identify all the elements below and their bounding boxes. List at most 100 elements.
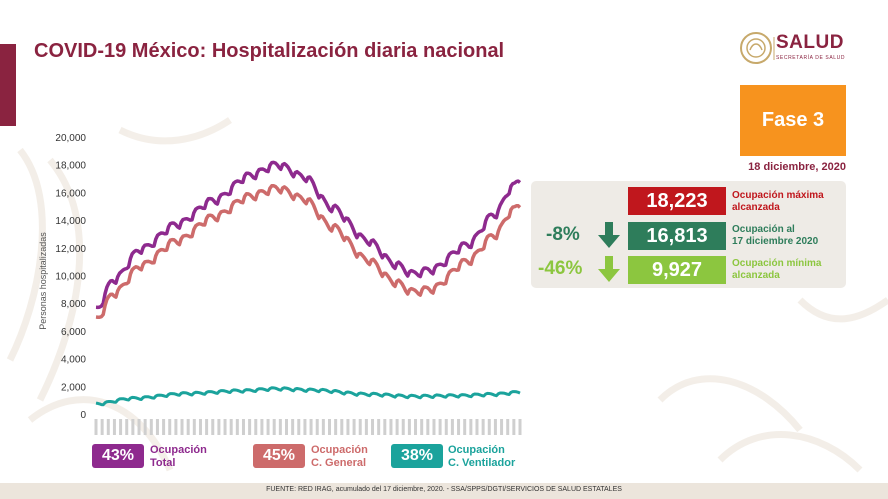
x-tick-label	[414, 419, 418, 435]
x-tick-label	[284, 419, 288, 435]
x-tick-label	[407, 419, 411, 435]
x-tick-label	[291, 419, 295, 435]
x-tick-label	[143, 419, 147, 435]
accent-bar	[0, 44, 16, 126]
x-tick-label	[493, 419, 497, 435]
x-tick-label	[438, 419, 442, 435]
series-line-ventilator	[95, 386, 521, 407]
x-tick-label	[475, 419, 479, 435]
x-tick-label	[100, 419, 104, 435]
min-occupancy-value: 9,927	[628, 256, 726, 284]
y-tick-label: 10,000	[55, 272, 86, 283]
x-tick-label	[229, 419, 233, 435]
x-tick-label	[112, 419, 116, 435]
x-tick-label	[217, 419, 221, 435]
current-occupancy-label-line1: Ocupación al	[732, 224, 795, 235]
x-tick-label	[272, 419, 276, 435]
legend-ventilator-label: Ocupación C. Ventilador	[448, 444, 515, 470]
y-tick-label: 12,000	[55, 244, 86, 255]
legend-ventilator-label-line1: Ocupación	[448, 444, 505, 456]
logo-word: SALUD	[776, 32, 844, 53]
legend-general-pct: 45%	[253, 444, 305, 468]
y-tick-label: 2,000	[61, 382, 86, 393]
y-tick-label: 6,000	[61, 327, 86, 338]
x-tick-label	[223, 419, 227, 435]
x-tick-label	[168, 419, 172, 435]
x-tick-label	[487, 419, 491, 435]
x-tick-label	[383, 419, 387, 435]
x-tick-label	[506, 419, 510, 435]
x-tick-label	[94, 419, 98, 435]
max-occupancy-label: Ocupación máxima alcanzada	[732, 190, 824, 214]
x-tick-label	[469, 419, 473, 435]
x-tick-label	[278, 419, 282, 435]
x-tick-label	[432, 419, 436, 435]
y-tick-label: 18,000	[55, 161, 86, 172]
current-change-pct: -8%	[546, 224, 580, 245]
x-tick-label	[371, 419, 375, 435]
x-tick-label	[186, 419, 190, 435]
x-tick-label	[444, 419, 448, 435]
min-occupancy-label-line2: alcanzada	[732, 270, 780, 281]
x-tick-label	[254, 419, 258, 435]
legend-general-label-line2: C. General	[311, 457, 367, 469]
x-tick-label	[192, 419, 196, 435]
x-tick-label	[149, 419, 153, 435]
legend-general-label-line1: Ocupación	[311, 444, 368, 456]
x-tick-label	[457, 419, 461, 435]
x-tick-label	[352, 419, 356, 435]
current-occupancy-value: 16,813	[628, 222, 726, 250]
y-tick-label: 0	[80, 410, 86, 421]
x-tick-label	[481, 419, 485, 435]
x-tick-label	[297, 419, 301, 435]
footer-source: FUENTE: RED IRAG, acumulado del 17 dicie…	[266, 486, 622, 493]
series-line-total	[95, 160, 522, 310]
x-tick-label	[334, 419, 338, 435]
current-occupancy-label: Ocupación al 17 diciembre 2020	[732, 224, 818, 248]
min-occupancy-label-line1: Ocupación mínima	[732, 258, 822, 269]
x-tick-label	[241, 419, 245, 435]
logo-subtitle: SECRETARÍA DE SALUD	[776, 55, 846, 61]
x-tick-label	[155, 419, 159, 435]
x-tick-label	[463, 419, 467, 435]
legend-total-label-line1: Ocupación	[150, 444, 207, 456]
x-tick-label	[346, 419, 350, 435]
x-tick-label	[248, 419, 252, 435]
x-tick-label	[401, 419, 405, 435]
x-tick-label	[119, 419, 123, 435]
min-occupancy-label: Ocupación mínima alcanzada	[732, 258, 821, 282]
x-tick-label	[389, 419, 393, 435]
x-tick-label	[377, 419, 381, 435]
x-tick-label	[131, 419, 135, 435]
max-occupancy-label-line2: alcanzada	[732, 202, 780, 213]
max-occupancy-label-line1: Ocupación máxima	[732, 190, 824, 201]
legend-total-label: Ocupación Total	[150, 444, 207, 470]
y-tick-label: 4,000	[61, 355, 86, 366]
legend-total-label-line2: Total	[150, 457, 176, 469]
fase-badge: Fase 3	[740, 85, 846, 156]
series-line-general	[95, 184, 522, 319]
legend-total-pct: 43%	[92, 444, 144, 468]
x-tick-label	[180, 419, 184, 435]
x-tick-label	[328, 419, 332, 435]
x-tick-label	[518, 419, 522, 435]
x-tick-label	[321, 419, 325, 435]
x-tick-label	[235, 419, 239, 435]
current-occupancy-label-line2: 17 diciembre 2020	[732, 236, 819, 247]
x-tick-label	[309, 419, 313, 435]
x-tick-label	[500, 419, 504, 435]
legend-ventilator-label-line2: C. Ventilador	[448, 457, 516, 469]
y-tick-label: 20,000	[55, 133, 86, 144]
x-tick-label	[198, 419, 202, 435]
legend-ventilator-pct: 38%	[391, 444, 443, 468]
x-tick-label	[358, 419, 362, 435]
x-tick-label	[260, 419, 264, 435]
y-axis: 0 2,000 4,000 6,000 8,000 10,000 12,000 14,000 1…	[55, 133, 86, 421]
report-date: 18 diciembre, 2020	[748, 161, 846, 173]
x-tick-label	[450, 419, 454, 435]
x-tick-label	[426, 419, 430, 435]
min-change-pct: -46%	[538, 258, 583, 279]
x-tick-label	[512, 419, 516, 435]
